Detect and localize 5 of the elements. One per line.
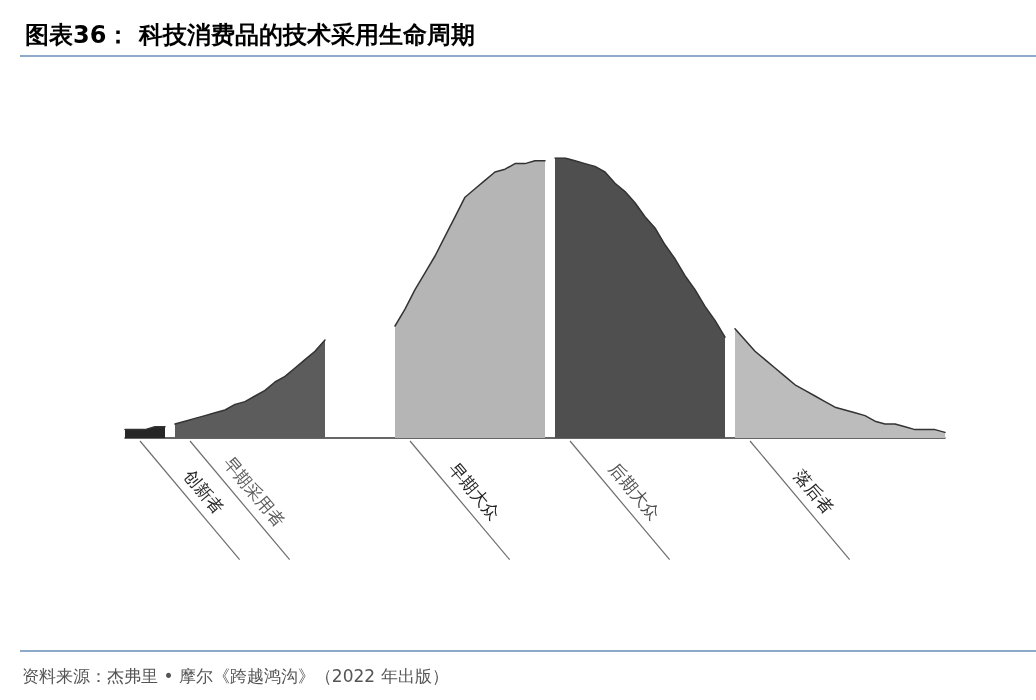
text: 早期大众: [444, 458, 504, 524]
text: 落后者: [790, 465, 839, 518]
chart-title: 图表36： 科技消费品的技术采用生命周期: [25, 21, 475, 49]
text: 资料来源：杰弗里 • 摩尔《跨越鸿沟》（2022 年出版）: [22, 666, 449, 686]
text: 后期大众: [604, 458, 664, 524]
